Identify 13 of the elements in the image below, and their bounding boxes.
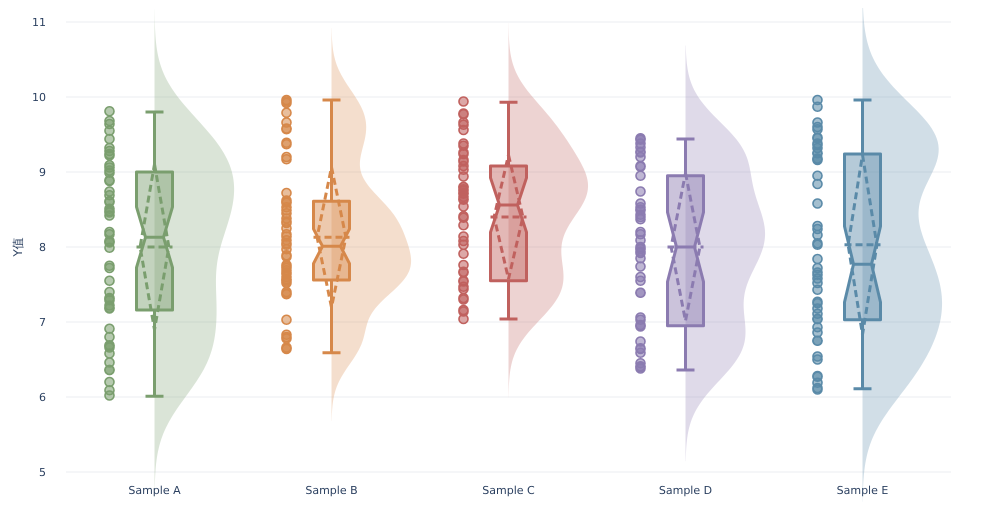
- x-tick-label: Sample B: [305, 484, 358, 497]
- x-tick-label: Sample A: [128, 484, 182, 497]
- y-tick-label: 7: [39, 316, 46, 329]
- y-tick-label: 6: [39, 390, 46, 404]
- y-tick-label: 8: [39, 240, 46, 254]
- x-tick-label: Sample C: [482, 484, 536, 497]
- y-tick-label: 11: [32, 16, 46, 29]
- y-axis-title: Y值: [11, 237, 25, 258]
- x-tick-label: Sample D: [658, 484, 712, 497]
- y-tick-label: 10: [32, 90, 46, 104]
- y-tick-label: 5: [39, 466, 46, 479]
- x-tick-label: Sample E: [836, 484, 888, 497]
- y-tick-label: 9: [39, 166, 46, 179]
